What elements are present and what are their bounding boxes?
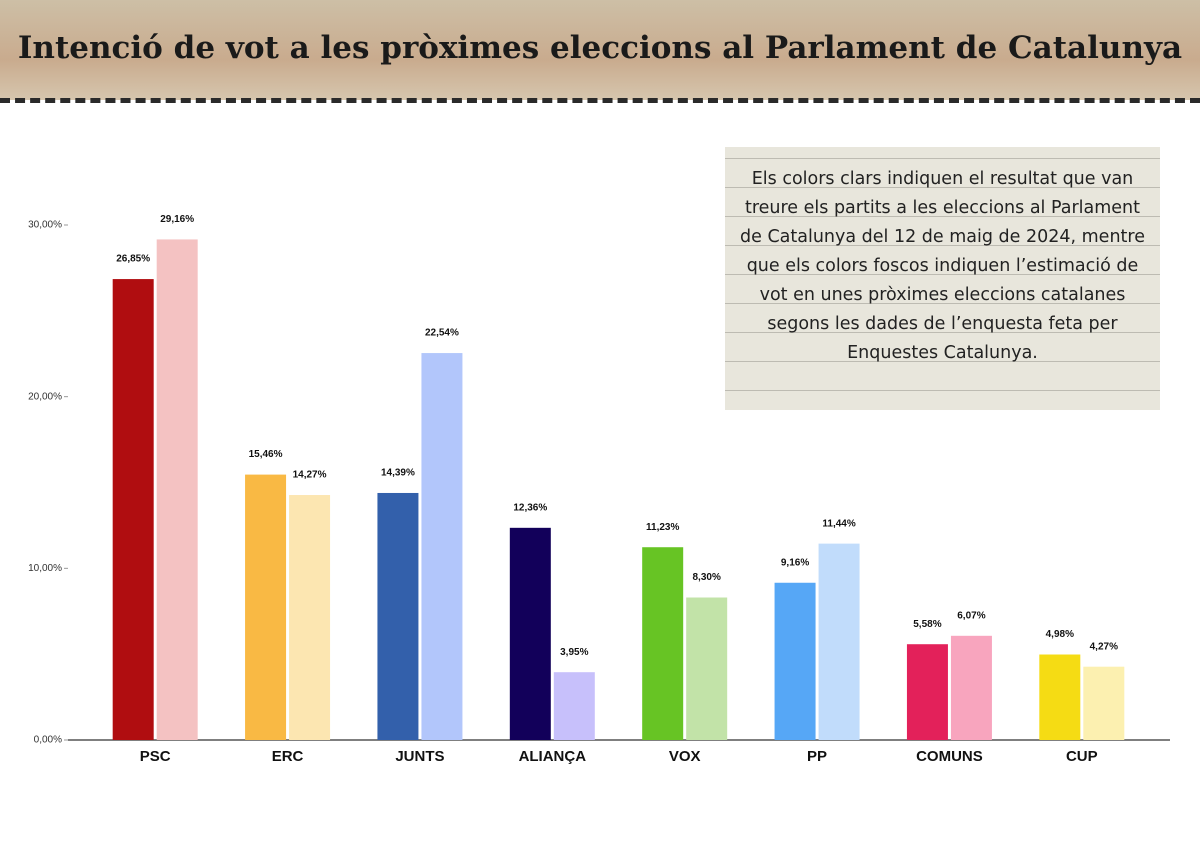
value-label: 8,30% [693, 572, 721, 583]
value-label: 9,16% [781, 557, 809, 568]
bar [818, 543, 860, 740]
bar [1039, 654, 1081, 740]
bar [289, 495, 331, 740]
value-label: 29,16% [160, 214, 194, 225]
value-label: 26,85% [116, 254, 150, 265]
annotation: Els colors clars indiquen el resultat qu… [725, 147, 1160, 410]
y-tick-label: 0,00% [34, 735, 62, 746]
value-label: 3,95% [560, 647, 588, 658]
value-label: 11,44% [822, 518, 855, 529]
bar [1083, 666, 1125, 740]
x-tick-label: ALIANÇA [519, 748, 587, 765]
value-label: 14,39% [381, 468, 415, 479]
bar [906, 644, 948, 740]
bar [377, 492, 419, 740]
bar [774, 582, 816, 740]
header-band [0, 0, 1200, 100]
x-tick-label: CUP [1066, 748, 1098, 765]
bar [112, 279, 154, 740]
value-label: 11,23% [646, 522, 679, 533]
x-tick-label: PP [807, 748, 827, 765]
value-label: 12,36% [513, 502, 547, 513]
y-tick-label: 20,00% [28, 391, 62, 402]
bar [553, 672, 595, 740]
value-label: 6,07% [957, 610, 985, 621]
value-label: 14,27% [293, 470, 327, 481]
bar [421, 353, 463, 740]
bar [245, 474, 287, 740]
value-label: 4,27% [1090, 641, 1118, 652]
x-tick-label: PSC [140, 748, 171, 765]
bar [509, 527, 551, 740]
bar [156, 239, 198, 741]
bar [642, 547, 684, 740]
x-tick-label: JUNTS [395, 748, 444, 765]
bar [686, 597, 728, 740]
y-tick-label: 10,00% [28, 563, 62, 574]
bar [950, 635, 992, 740]
x-tick-label: VOX [669, 748, 701, 765]
x-tick-label: COMUNS [916, 748, 983, 765]
value-label: 4,98% [1046, 629, 1074, 640]
dashed-divider [0, 98, 1200, 103]
value-label: 22,54% [425, 328, 459, 339]
chart-title: Intenció de vot a les pròximes eleccions… [17, 30, 1183, 66]
value-label: 5,58% [913, 619, 941, 630]
value-label: 15,46% [249, 449, 283, 460]
y-tick-label: 30,00% [28, 220, 62, 231]
x-tick-label: ERC [272, 748, 304, 765]
